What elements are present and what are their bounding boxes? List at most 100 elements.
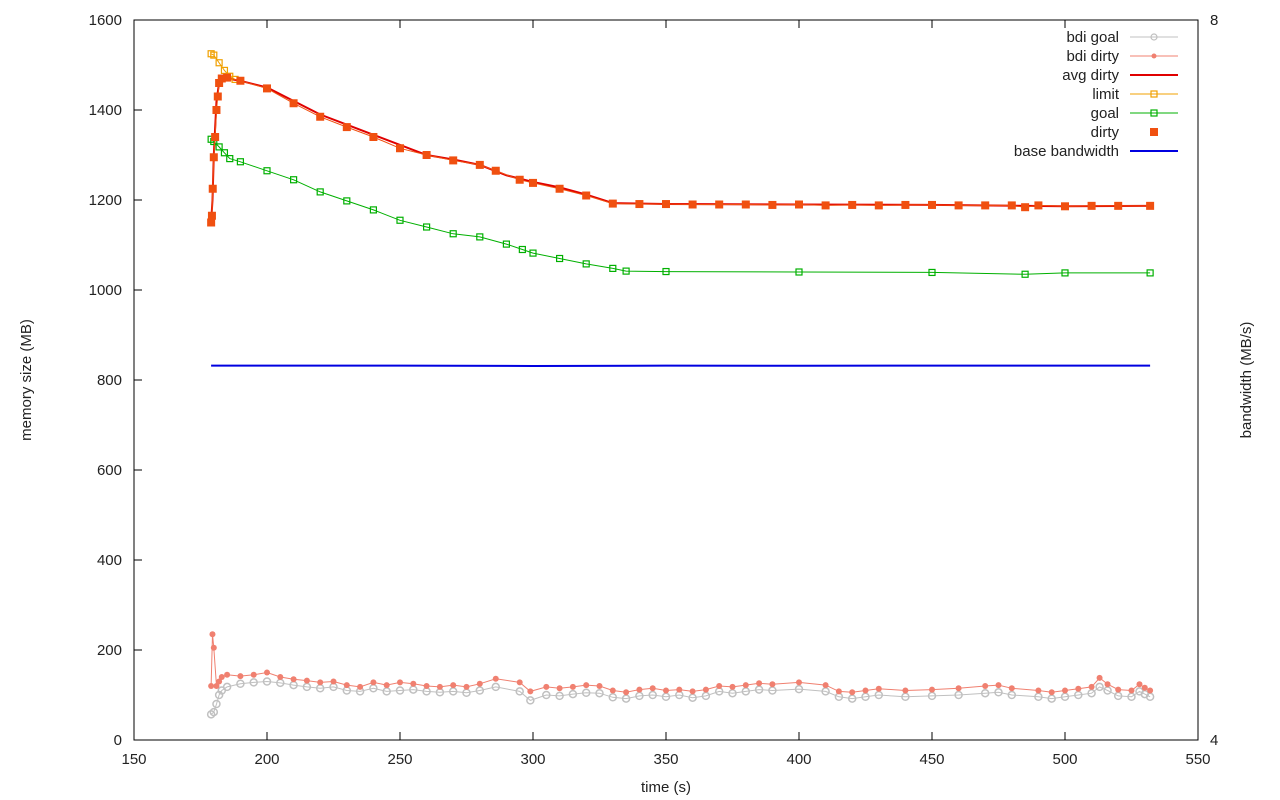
- y-tick-label: 0: [114, 732, 122, 749]
- y-tick-label: 600: [97, 462, 122, 479]
- data-point: [1008, 685, 1015, 692]
- series-bdi-dirty: [208, 631, 1154, 696]
- data-point: [928, 200, 936, 209]
- data-point: [207, 218, 216, 227]
- data-point: [902, 687, 909, 694]
- data-point: [342, 123, 351, 132]
- data-point: [821, 201, 830, 210]
- data-point: [954, 201, 963, 210]
- data-point: [994, 688, 1003, 697]
- data-point: [1021, 203, 1030, 212]
- data-point: [1096, 674, 1103, 681]
- data-point: [622, 267, 630, 275]
- data-point: [795, 200, 803, 209]
- data-point: [383, 682, 390, 689]
- data-point: [582, 191, 591, 200]
- data-point: [1114, 201, 1123, 210]
- data-point: [215, 79, 224, 87]
- data-point: [928, 268, 936, 277]
- legend-label: avg dirty: [1062, 67, 1119, 84]
- data-point: [236, 158, 244, 166]
- data-point: [1095, 682, 1104, 692]
- data-point: [476, 233, 484, 241]
- legend-label: dirty: [1091, 124, 1120, 141]
- data-point: [436, 683, 443, 690]
- data-point: [581, 688, 591, 697]
- data-point: [396, 216, 404, 224]
- x-tick-label: 150: [121, 751, 146, 768]
- data-point: [491, 682, 501, 692]
- data-point: [715, 200, 724, 209]
- data-point: [343, 682, 350, 689]
- data-point: [317, 679, 324, 686]
- data-point: [835, 688, 842, 695]
- series-line: [210, 680, 1151, 715]
- y-tick-label: 400: [97, 552, 122, 569]
- data-point: [796, 679, 802, 686]
- data-point: [208, 184, 217, 193]
- data-point: [212, 699, 221, 709]
- data-point: [689, 688, 696, 695]
- series-line: [210, 634, 1151, 693]
- legend-label: base bandwidth: [1014, 143, 1119, 160]
- data-point: [207, 211, 216, 220]
- legend-item: dirty: [1091, 124, 1158, 141]
- data-point: [264, 669, 270, 676]
- data-point: [794, 684, 804, 694]
- data-point: [1146, 269, 1154, 277]
- data-point: [515, 175, 524, 184]
- data-point: [768, 200, 777, 209]
- data-point: [303, 677, 310, 684]
- data-point: [929, 686, 935, 693]
- x-tick-label: 450: [919, 751, 944, 768]
- data-point: [822, 682, 829, 689]
- data-point: [491, 166, 500, 175]
- data-point: [1141, 684, 1148, 691]
- data-point: [995, 682, 1002, 689]
- series-line: [210, 138, 1151, 275]
- data-point: [208, 683, 215, 689]
- data-point: [422, 151, 431, 159]
- data-point: [555, 691, 564, 701]
- data-point: [741, 200, 750, 209]
- data-point: [795, 268, 803, 276]
- data-point: [901, 200, 910, 209]
- data-point: [848, 200, 857, 209]
- y-tick-label: 1200: [89, 192, 122, 209]
- data-point: [236, 76, 245, 85]
- data-point: [290, 676, 297, 683]
- data-point: [370, 679, 377, 686]
- data-point: [608, 693, 618, 702]
- data-point: [980, 688, 990, 698]
- data-point: [330, 678, 337, 685]
- legend-item: goal: [1091, 105, 1178, 122]
- y-tick-label: 1600: [89, 12, 122, 29]
- data-point: [213, 683, 220, 689]
- x-tick-label: 300: [520, 751, 545, 768]
- data-point: [649, 685, 656, 692]
- y-tick-label: 1000: [89, 282, 122, 299]
- data-point: [215, 59, 223, 67]
- data-point: [688, 200, 697, 209]
- data-point: [662, 267, 670, 276]
- legend-label: bdi dirty: [1066, 48, 1119, 65]
- data-point: [210, 644, 217, 651]
- data-point: [369, 133, 378, 141]
- data-point: [316, 188, 324, 196]
- data-point: [862, 687, 869, 694]
- data-point: [1128, 687, 1135, 694]
- data-point: [556, 685, 563, 692]
- x-tick-label: 200: [254, 751, 279, 768]
- data-point: [211, 133, 220, 141]
- series-line: [210, 77, 1151, 223]
- data-point: [1007, 690, 1017, 700]
- data-point: [209, 153, 218, 162]
- data-point: [1034, 201, 1043, 210]
- data-point: [568, 689, 578, 699]
- x-axis: 150 200 250 300 350 400 450 500 550: [121, 20, 1211, 768]
- data-point: [1061, 202, 1069, 211]
- data-point: [263, 167, 271, 175]
- legend-marker: [1150, 128, 1158, 136]
- data-point: [237, 673, 244, 680]
